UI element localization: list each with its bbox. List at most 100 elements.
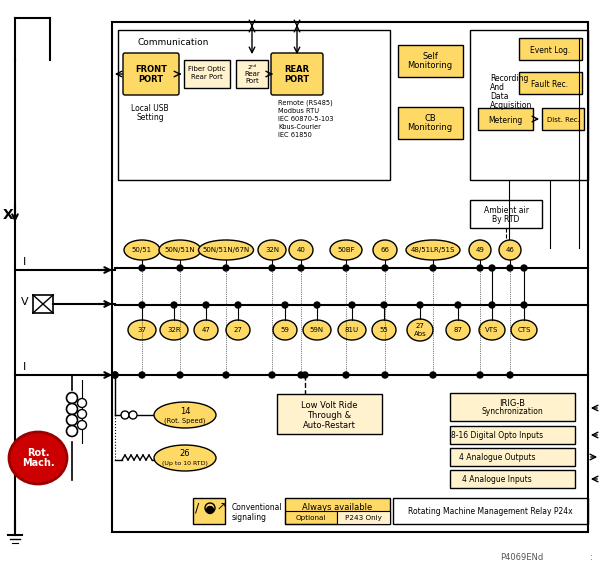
Circle shape [129, 411, 137, 419]
Bar [478, 108, 533, 130]
Text: IRIG-B: IRIG-B [499, 398, 525, 407]
Text: (Up to 10 RTD): (Up to 10 RTD) [162, 460, 208, 465]
Text: REAR: REAR [284, 64, 310, 73]
Text: 50N/51N: 50N/51N [164, 247, 196, 253]
Circle shape [67, 403, 77, 414]
Circle shape [67, 426, 77, 436]
Ellipse shape [273, 320, 297, 340]
Text: Self: Self [422, 52, 438, 60]
Text: Event Log.: Event Log. [530, 46, 570, 55]
Text: 50N/51N/67N: 50N/51N/67N [202, 247, 250, 253]
Ellipse shape [511, 320, 537, 340]
Circle shape [269, 372, 275, 378]
Bar [118, 30, 390, 180]
Text: Always available: Always available [302, 502, 372, 512]
Text: 14: 14 [180, 406, 190, 415]
Circle shape [177, 265, 183, 271]
Bar [193, 498, 225, 524]
Text: Ambient air: Ambient air [484, 205, 529, 215]
Text: Rear Port: Rear Port [191, 74, 223, 80]
Text: Acquisition: Acquisition [490, 101, 532, 109]
Text: 59: 59 [281, 327, 289, 333]
Text: 49: 49 [476, 247, 484, 253]
Circle shape [112, 372, 118, 378]
Text: 59N: 59N [310, 327, 324, 333]
Text: Recording: Recording [490, 73, 529, 83]
Bar [519, 38, 582, 60]
Text: 46: 46 [506, 247, 514, 253]
Text: Auto-Restart: Auto-Restart [302, 420, 355, 430]
Text: Rotating Machine Management Relay P24x: Rotating Machine Management Relay P24x [407, 508, 572, 517]
Ellipse shape [199, 240, 254, 260]
Circle shape [77, 410, 86, 419]
Text: Kbus-Courier: Kbus-Courier [278, 124, 321, 130]
Circle shape [269, 265, 275, 271]
Ellipse shape [159, 240, 201, 260]
Ellipse shape [373, 240, 397, 260]
Bar [337, 511, 390, 524]
Bar [450, 470, 575, 488]
Circle shape [67, 414, 77, 426]
Text: PORT: PORT [139, 75, 164, 84]
Text: signaling: signaling [232, 513, 267, 522]
Circle shape [139, 265, 145, 271]
Circle shape [77, 398, 86, 407]
Circle shape [489, 302, 495, 308]
Circle shape [206, 506, 214, 513]
Text: V: V [21, 297, 29, 307]
Circle shape [507, 372, 513, 378]
Text: Remote (RS485): Remote (RS485) [278, 100, 333, 106]
Bar [285, 511, 337, 524]
Circle shape [521, 265, 527, 271]
Bar [393, 498, 588, 524]
Text: :: : [590, 554, 593, 563]
Text: X: X [2, 208, 13, 222]
Circle shape [507, 265, 513, 271]
Ellipse shape [258, 240, 286, 260]
Text: Rear: Rear [244, 71, 260, 77]
Circle shape [67, 393, 77, 403]
Text: 50/51: 50/51 [132, 247, 152, 253]
Circle shape [177, 372, 183, 378]
Bar [542, 108, 584, 130]
Circle shape [349, 302, 355, 308]
Circle shape [455, 302, 461, 308]
Ellipse shape [194, 320, 218, 340]
Circle shape [382, 372, 388, 378]
Circle shape [298, 372, 304, 378]
Text: 27
Abs: 27 Abs [413, 324, 427, 336]
Bar [470, 200, 542, 228]
Ellipse shape [499, 240, 521, 260]
Circle shape [171, 302, 177, 308]
Circle shape [381, 302, 387, 308]
Ellipse shape [124, 240, 160, 260]
Ellipse shape [303, 320, 331, 340]
Text: IEC 60870-5-103: IEC 60870-5-103 [278, 116, 334, 122]
Text: Low Volt Ride: Low Volt Ride [301, 401, 357, 410]
Text: 47: 47 [202, 327, 211, 333]
Text: 66: 66 [380, 247, 389, 253]
Text: Communication: Communication [138, 38, 209, 47]
Circle shape [139, 302, 145, 308]
Text: CTS: CTS [517, 327, 530, 333]
Text: Metering: Metering [488, 116, 522, 125]
Circle shape [343, 265, 349, 271]
Circle shape [477, 265, 483, 271]
Circle shape [477, 372, 483, 378]
Text: 87: 87 [454, 327, 463, 333]
Text: VTS: VTS [485, 327, 499, 333]
Text: 37: 37 [137, 327, 146, 333]
Ellipse shape [372, 320, 396, 340]
Circle shape [521, 302, 527, 308]
Text: Local USB: Local USB [131, 104, 169, 113]
Text: 48/51LR/51S: 48/51LR/51S [411, 247, 455, 253]
Text: P4069ENd: P4069ENd [500, 554, 543, 563]
Text: Setting: Setting [136, 113, 164, 122]
Text: P243 Only: P243 Only [344, 515, 382, 521]
FancyBboxPatch shape [123, 53, 179, 95]
Text: 8-16 Digital Opto Inputs: 8-16 Digital Opto Inputs [451, 431, 543, 440]
Text: Fault Rec.: Fault Rec. [532, 80, 569, 89]
Text: Optional: Optional [296, 515, 326, 521]
Ellipse shape [154, 402, 216, 428]
Text: 4 Analogue Outputs: 4 Analogue Outputs [459, 453, 535, 463]
